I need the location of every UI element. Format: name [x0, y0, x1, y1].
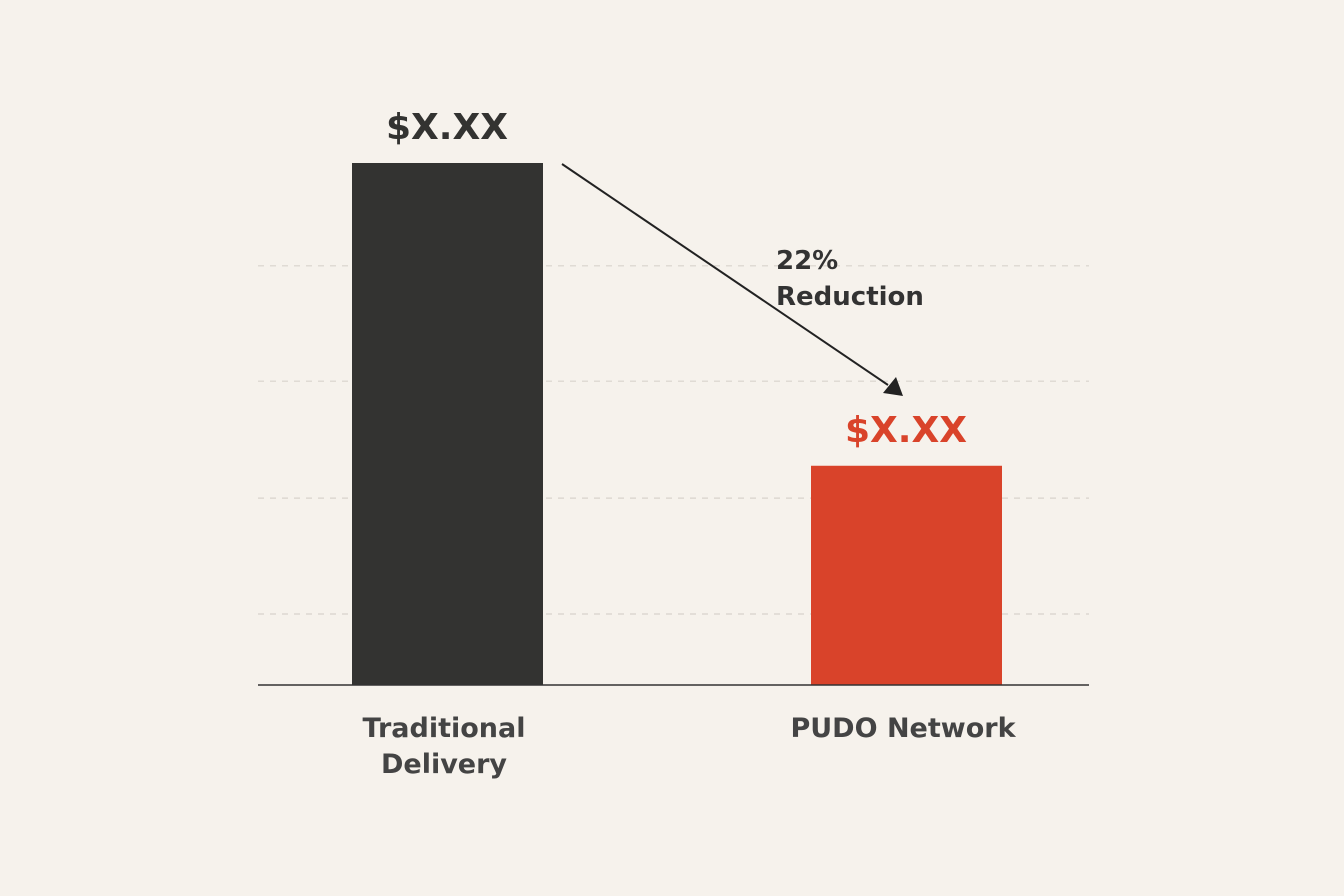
annotation-line-2: Reduction [776, 282, 924, 312]
bars [352, 163, 1002, 685]
bar-traditional-delivery [352, 163, 543, 685]
category-label: Traditional [363, 713, 526, 744]
data-labels: $X.XX $X.XX [386, 107, 967, 451]
bar-pudo-network [811, 465, 1002, 685]
reduction-annotation: 22% Reduction [561, 163, 924, 396]
annotation-line-1: 22% [776, 246, 838, 276]
category-label: Delivery [381, 749, 507, 780]
data-label: $X.XX [845, 410, 967, 451]
data-label: $X.XX [386, 107, 508, 148]
category-label: PUDO Network [790, 713, 1016, 744]
category-labels: Traditional Delivery PUDO Network [363, 713, 1017, 780]
reduction-arrow-line [561, 163, 889, 386]
arrowhead-icon [883, 377, 903, 396]
